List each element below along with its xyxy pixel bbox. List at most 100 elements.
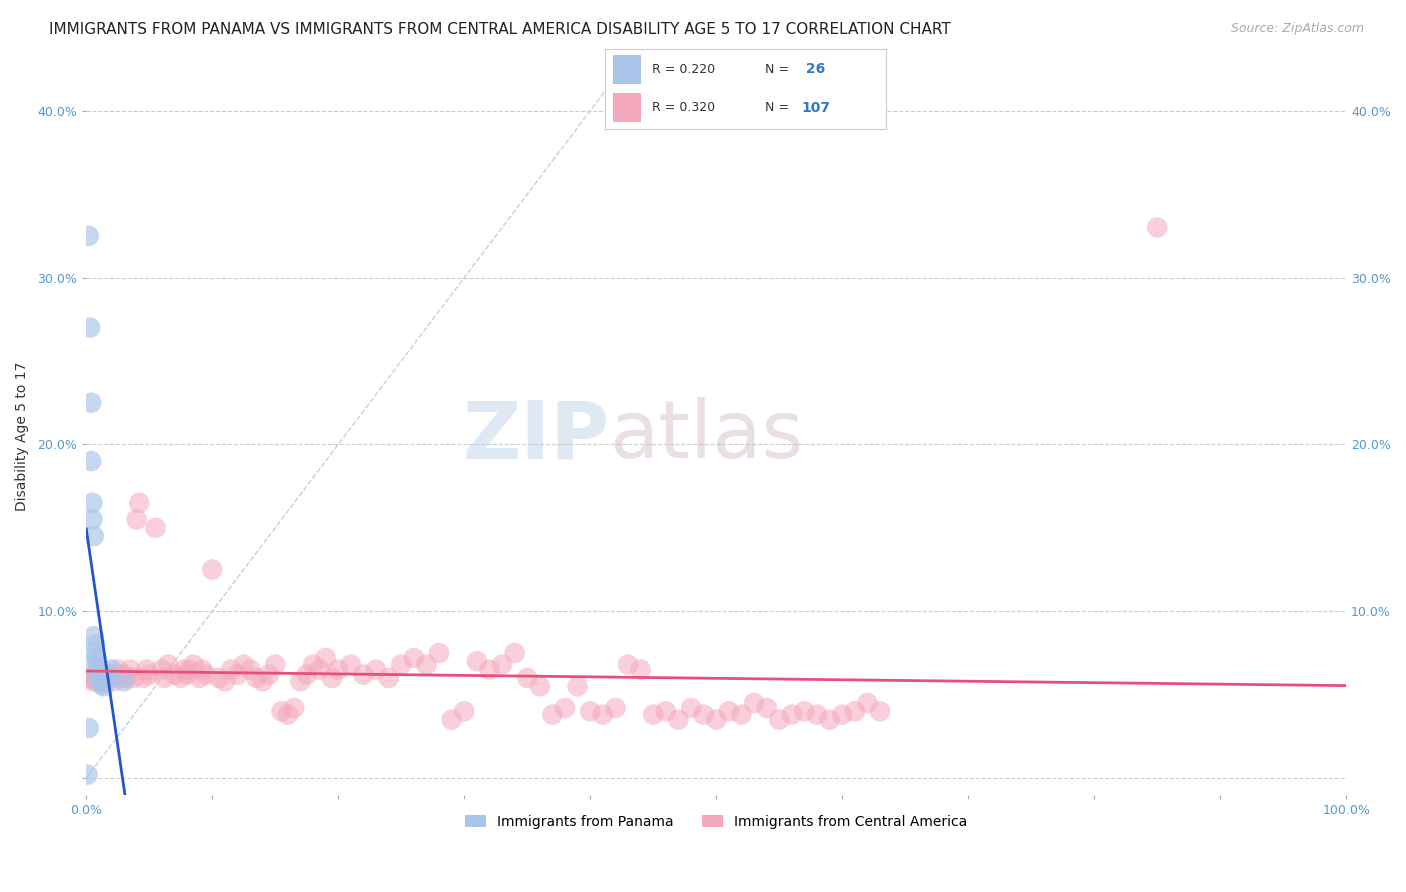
Point (83, 529, 105, 543)
Point (793, 704, 815, 718)
Point (84, 638, 107, 652)
Point (302, 657, 325, 672)
Point (120, 663, 142, 677)
Point (170, 671, 193, 685)
Point (630, 663, 652, 677)
Point (232, 657, 254, 672)
Point (83, 629, 105, 643)
Point (478, 663, 501, 677)
Point (87, 667, 110, 681)
Point (402, 651, 425, 665)
Point (415, 657, 437, 672)
Point (226, 667, 249, 681)
Point (214, 674, 236, 689)
Point (90, 671, 112, 685)
Point (315, 651, 337, 665)
Point (115, 671, 138, 685)
Point (1146, 220, 1168, 235)
Point (529, 679, 551, 693)
Point (717, 704, 740, 718)
Point (755, 701, 778, 715)
Point (239, 663, 262, 677)
Point (252, 674, 274, 689)
Point (806, 707, 828, 722)
Text: 107: 107 (801, 101, 831, 115)
Text: N =: N = (765, 101, 789, 114)
Point (96, 667, 118, 681)
Point (107, 663, 129, 677)
Point (87, 667, 110, 681)
Point (681, 701, 703, 715)
Point (179, 663, 201, 677)
Point (100, 663, 122, 677)
Point (96, 671, 118, 685)
Point (554, 701, 576, 715)
Point (97, 667, 120, 681)
Point (264, 657, 287, 672)
Point (89, 674, 111, 689)
Point (97, 671, 120, 685)
Point (377, 671, 399, 685)
Point (135, 663, 157, 677)
Point (364, 663, 387, 677)
Point (163, 667, 186, 681)
Point (440, 713, 463, 727)
Text: 26: 26 (801, 62, 825, 76)
Point (91, 674, 114, 689)
Point (145, 521, 167, 535)
Point (340, 657, 363, 672)
Point (290, 674, 312, 689)
Point (97, 671, 120, 685)
Point (257, 667, 280, 681)
Point (94, 674, 117, 689)
Point (150, 663, 173, 677)
Point (128, 496, 150, 510)
Point (77, 228, 100, 243)
Point (818, 713, 841, 727)
Point (86, 651, 108, 665)
Point (730, 707, 752, 722)
Point (110, 671, 132, 685)
Text: Source: ZipAtlas.com: Source: ZipAtlas.com (1230, 22, 1364, 36)
Point (668, 713, 690, 727)
Point (742, 696, 765, 710)
Point (768, 713, 790, 727)
Point (427, 646, 450, 660)
Point (191, 663, 214, 677)
Point (80, 395, 103, 409)
Point (245, 671, 267, 685)
Point (592, 707, 614, 722)
Point (132, 671, 155, 685)
Point (79, 671, 101, 685)
Point (844, 704, 866, 718)
Point (453, 704, 475, 718)
Point (173, 663, 195, 677)
Bar (613, 94, 641, 122)
Bar (613, 54, 641, 84)
Text: N =: N = (765, 62, 789, 76)
Point (87, 671, 110, 685)
Point (270, 704, 292, 718)
Point (283, 701, 305, 715)
Point (125, 512, 148, 526)
Point (207, 671, 229, 685)
Point (308, 663, 330, 677)
Point (86, 657, 108, 672)
Text: R = 0.320: R = 0.320 (652, 101, 716, 114)
Point (605, 701, 627, 715)
Point (869, 704, 891, 718)
Point (389, 657, 412, 672)
Text: R = 0.220: R = 0.220 (652, 62, 716, 76)
Point (328, 663, 350, 677)
Point (567, 679, 589, 693)
Point (219, 663, 242, 677)
Point (277, 707, 299, 722)
Text: atlas: atlas (609, 397, 803, 475)
Point (856, 696, 879, 710)
Point (541, 707, 564, 722)
Point (100, 671, 122, 685)
Point (83, 671, 105, 685)
Point (82, 496, 104, 510)
Point (295, 667, 318, 681)
Point (692, 707, 714, 722)
